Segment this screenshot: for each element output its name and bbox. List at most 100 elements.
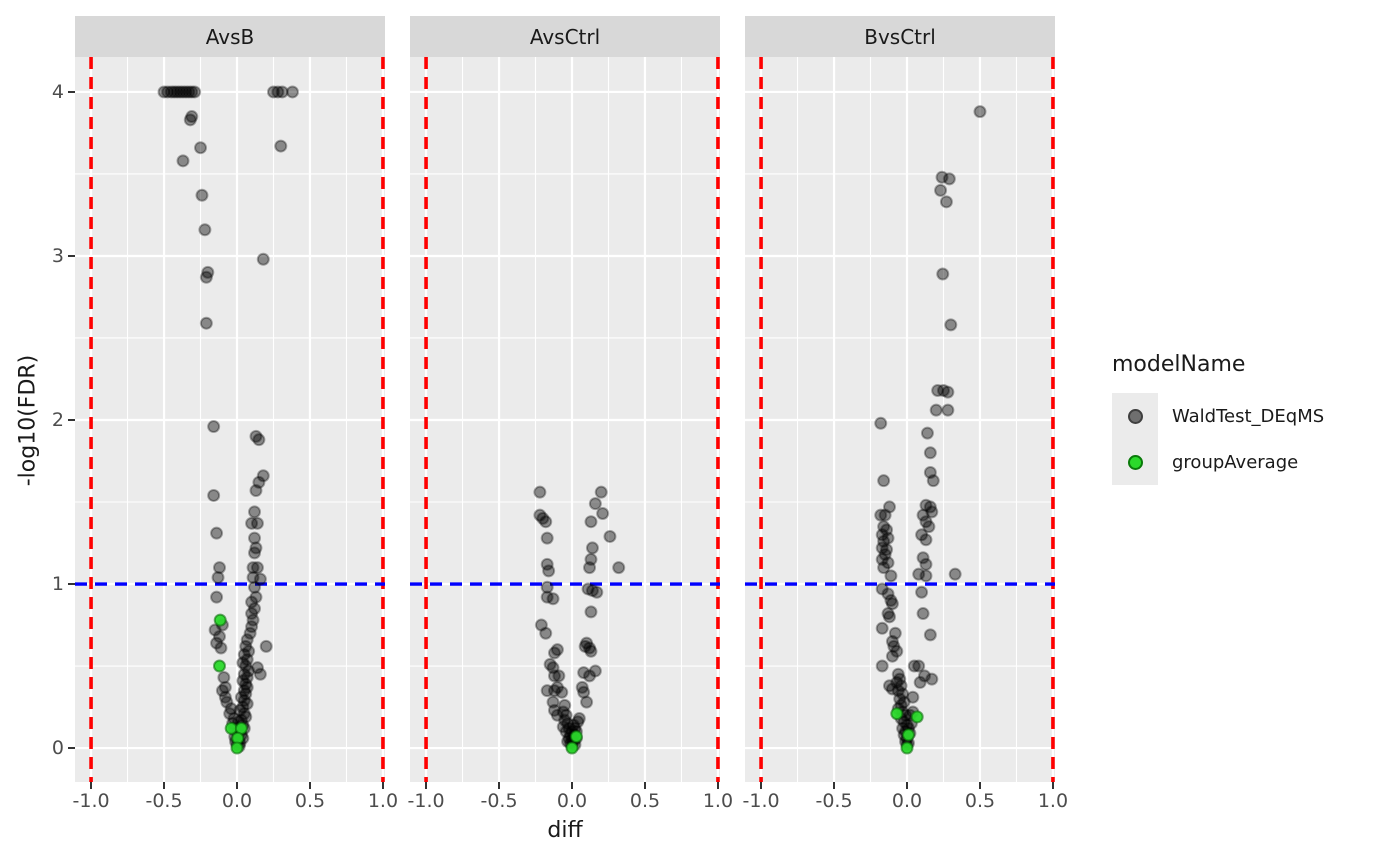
data-point-groupAverage xyxy=(213,613,227,627)
data-point-WaldTest_DEqMS xyxy=(882,610,896,624)
data-point-WaldTest_DEqMS xyxy=(603,529,617,543)
data-point-WaldTest_DEqMS xyxy=(583,669,597,683)
data-point-WaldTest_DEqMS xyxy=(237,693,251,707)
data-point-WaldTest_DEqMS xyxy=(173,85,187,99)
x-axis-tick-mark xyxy=(760,782,763,789)
data-point-WaldTest_DEqMS xyxy=(218,680,232,694)
data-point-WaldTest_DEqMS xyxy=(237,648,251,662)
data-point-groupAverage xyxy=(569,730,583,744)
data-point-WaldTest_DEqMS xyxy=(246,561,260,575)
data-point-WaldTest_DEqMS xyxy=(240,680,254,694)
y-axis-tick-mark xyxy=(68,418,75,421)
data-point-WaldTest_DEqMS xyxy=(243,626,257,640)
data-point-WaldTest_DEqMS xyxy=(875,541,889,555)
data-point-WaldTest_DEqMS xyxy=(252,433,266,447)
x-axis-tick-label: -0.5 xyxy=(815,790,853,812)
data-point-WaldTest_DEqMS xyxy=(585,541,599,555)
data-point-WaldTest_DEqMS xyxy=(877,474,891,488)
data-point-WaldTest_DEqMS xyxy=(878,547,892,561)
data-point-WaldTest_DEqMS xyxy=(925,505,939,519)
legend-items: WaldTest_DEqMS groupAverage xyxy=(1112,393,1324,485)
data-point-WaldTest_DEqMS xyxy=(540,531,554,545)
data-point-WaldTest_DEqMS xyxy=(580,695,594,709)
data-point-WaldTest_DEqMS xyxy=(250,661,264,675)
data-point-WaldTest_DEqMS xyxy=(540,557,554,571)
facet-strip-bvsctrl: BvsCtrl xyxy=(745,16,1055,57)
data-point-WaldTest_DEqMS xyxy=(588,497,602,511)
data-point-WaldTest_DEqMS xyxy=(580,636,594,650)
panel-avsb xyxy=(75,57,385,782)
data-point-WaldTest_DEqMS xyxy=(552,669,566,683)
data-point-WaldTest_DEqMS xyxy=(919,569,933,583)
data-point-WaldTest_DEqMS xyxy=(224,702,238,716)
data-point-WaldTest_DEqMS xyxy=(185,85,199,99)
data-point-WaldTest_DEqMS xyxy=(245,607,259,621)
data-point-WaldTest_DEqMS xyxy=(212,561,226,575)
scatter-plot-bvsctrl xyxy=(745,57,1055,782)
data-point-WaldTest_DEqMS xyxy=(218,690,232,704)
data-point-groupAverage xyxy=(565,741,579,755)
data-point-WaldTest_DEqMS xyxy=(533,485,547,499)
data-point-WaldTest_DEqMS xyxy=(906,690,920,704)
data-point-WaldTest_DEqMS xyxy=(877,534,891,548)
x-axis-tick-label: 1.0 xyxy=(367,790,399,812)
data-point-WaldTest_DEqMS xyxy=(534,618,548,632)
data-point-WaldTest_DEqMS xyxy=(547,684,561,698)
data-point-WaldTest_DEqMS xyxy=(936,383,950,397)
data-point-WaldTest_DEqMS xyxy=(919,533,933,547)
data-point-WaldTest_DEqMS xyxy=(916,551,930,565)
data-point-WaldTest_DEqMS xyxy=(256,469,270,483)
data-point-WaldTest_DEqMS xyxy=(199,316,213,330)
data-point-WaldTest_DEqMS xyxy=(249,541,263,555)
x-axis-tick-mark xyxy=(571,782,573,789)
data-point-WaldTest_DEqMS xyxy=(250,516,264,530)
legend-key xyxy=(1112,393,1158,439)
data-point-WaldTest_DEqMS xyxy=(880,543,894,557)
x-axis-tick-mark xyxy=(643,782,646,789)
data-point-WaldTest_DEqMS xyxy=(612,561,626,575)
data-point-WaldTest_DEqMS xyxy=(550,708,564,722)
data-point-WaldTest_DEqMS xyxy=(556,705,570,719)
x-axis-tick-label: 1.0 xyxy=(1037,790,1069,812)
data-point-WaldTest_DEqMS xyxy=(240,652,254,666)
y-axis-tick-label: 2 xyxy=(51,408,64,431)
data-point-WaldTest_DEqMS xyxy=(555,685,569,699)
legend-item-waldtest-deqms: WaldTest_DEqMS xyxy=(1112,393,1324,439)
data-point-WaldTest_DEqMS xyxy=(157,85,171,99)
data-point-WaldTest_DEqMS xyxy=(236,674,250,688)
x-axis-tick-label: 0.5 xyxy=(629,790,661,812)
data-point-WaldTest_DEqMS xyxy=(248,580,262,594)
data-point-WaldTest_DEqMS xyxy=(588,664,602,678)
x-axis-tick-mark xyxy=(381,782,384,789)
data-point-WaldTest_DEqMS xyxy=(550,680,564,694)
data-point-WaldTest_DEqMS xyxy=(212,630,226,644)
data-point-WaldTest_DEqMS xyxy=(881,556,895,570)
data-point-WaldTest_DEqMS xyxy=(550,643,564,657)
data-point-WaldTest_DEqMS xyxy=(583,641,597,655)
data-point-WaldTest_DEqMS xyxy=(546,695,560,709)
data-point-WaldTest_DEqMS xyxy=(890,644,904,658)
data-point-WaldTest_DEqMS xyxy=(223,707,237,721)
data-point-WaldTest_DEqMS xyxy=(923,446,937,460)
data-point-WaldTest_DEqMS xyxy=(245,516,259,530)
x-axis-tick-label: -1.0 xyxy=(72,790,110,812)
data-point-WaldTest_DEqMS xyxy=(559,725,573,739)
data-point-WaldTest_DEqMS xyxy=(233,703,247,717)
x-axis-tick-label: -1.0 xyxy=(407,790,445,812)
data-point-WaldTest_DEqMS xyxy=(248,602,262,616)
data-point-WaldTest_DEqMS xyxy=(207,488,221,502)
data-point-WaldTest_DEqMS xyxy=(920,426,934,440)
data-point-WaldTest_DEqMS xyxy=(259,639,273,653)
panel-avsctrl xyxy=(410,57,720,782)
data-point-WaldTest_DEqMS xyxy=(182,85,196,99)
data-point-WaldTest_DEqMS xyxy=(198,223,212,237)
data-point-WaldTest_DEqMS xyxy=(188,85,202,99)
data-point-WaldTest_DEqMS xyxy=(875,621,889,635)
data-point-groupAverage xyxy=(212,659,226,673)
data-point-WaldTest_DEqMS xyxy=(246,570,260,584)
data-point-WaldTest_DEqMS xyxy=(248,546,262,560)
data-point-WaldTest_DEqMS xyxy=(547,703,561,717)
data-point-WaldTest_DEqMS xyxy=(533,508,547,522)
data-point-WaldTest_DEqMS xyxy=(194,141,208,155)
